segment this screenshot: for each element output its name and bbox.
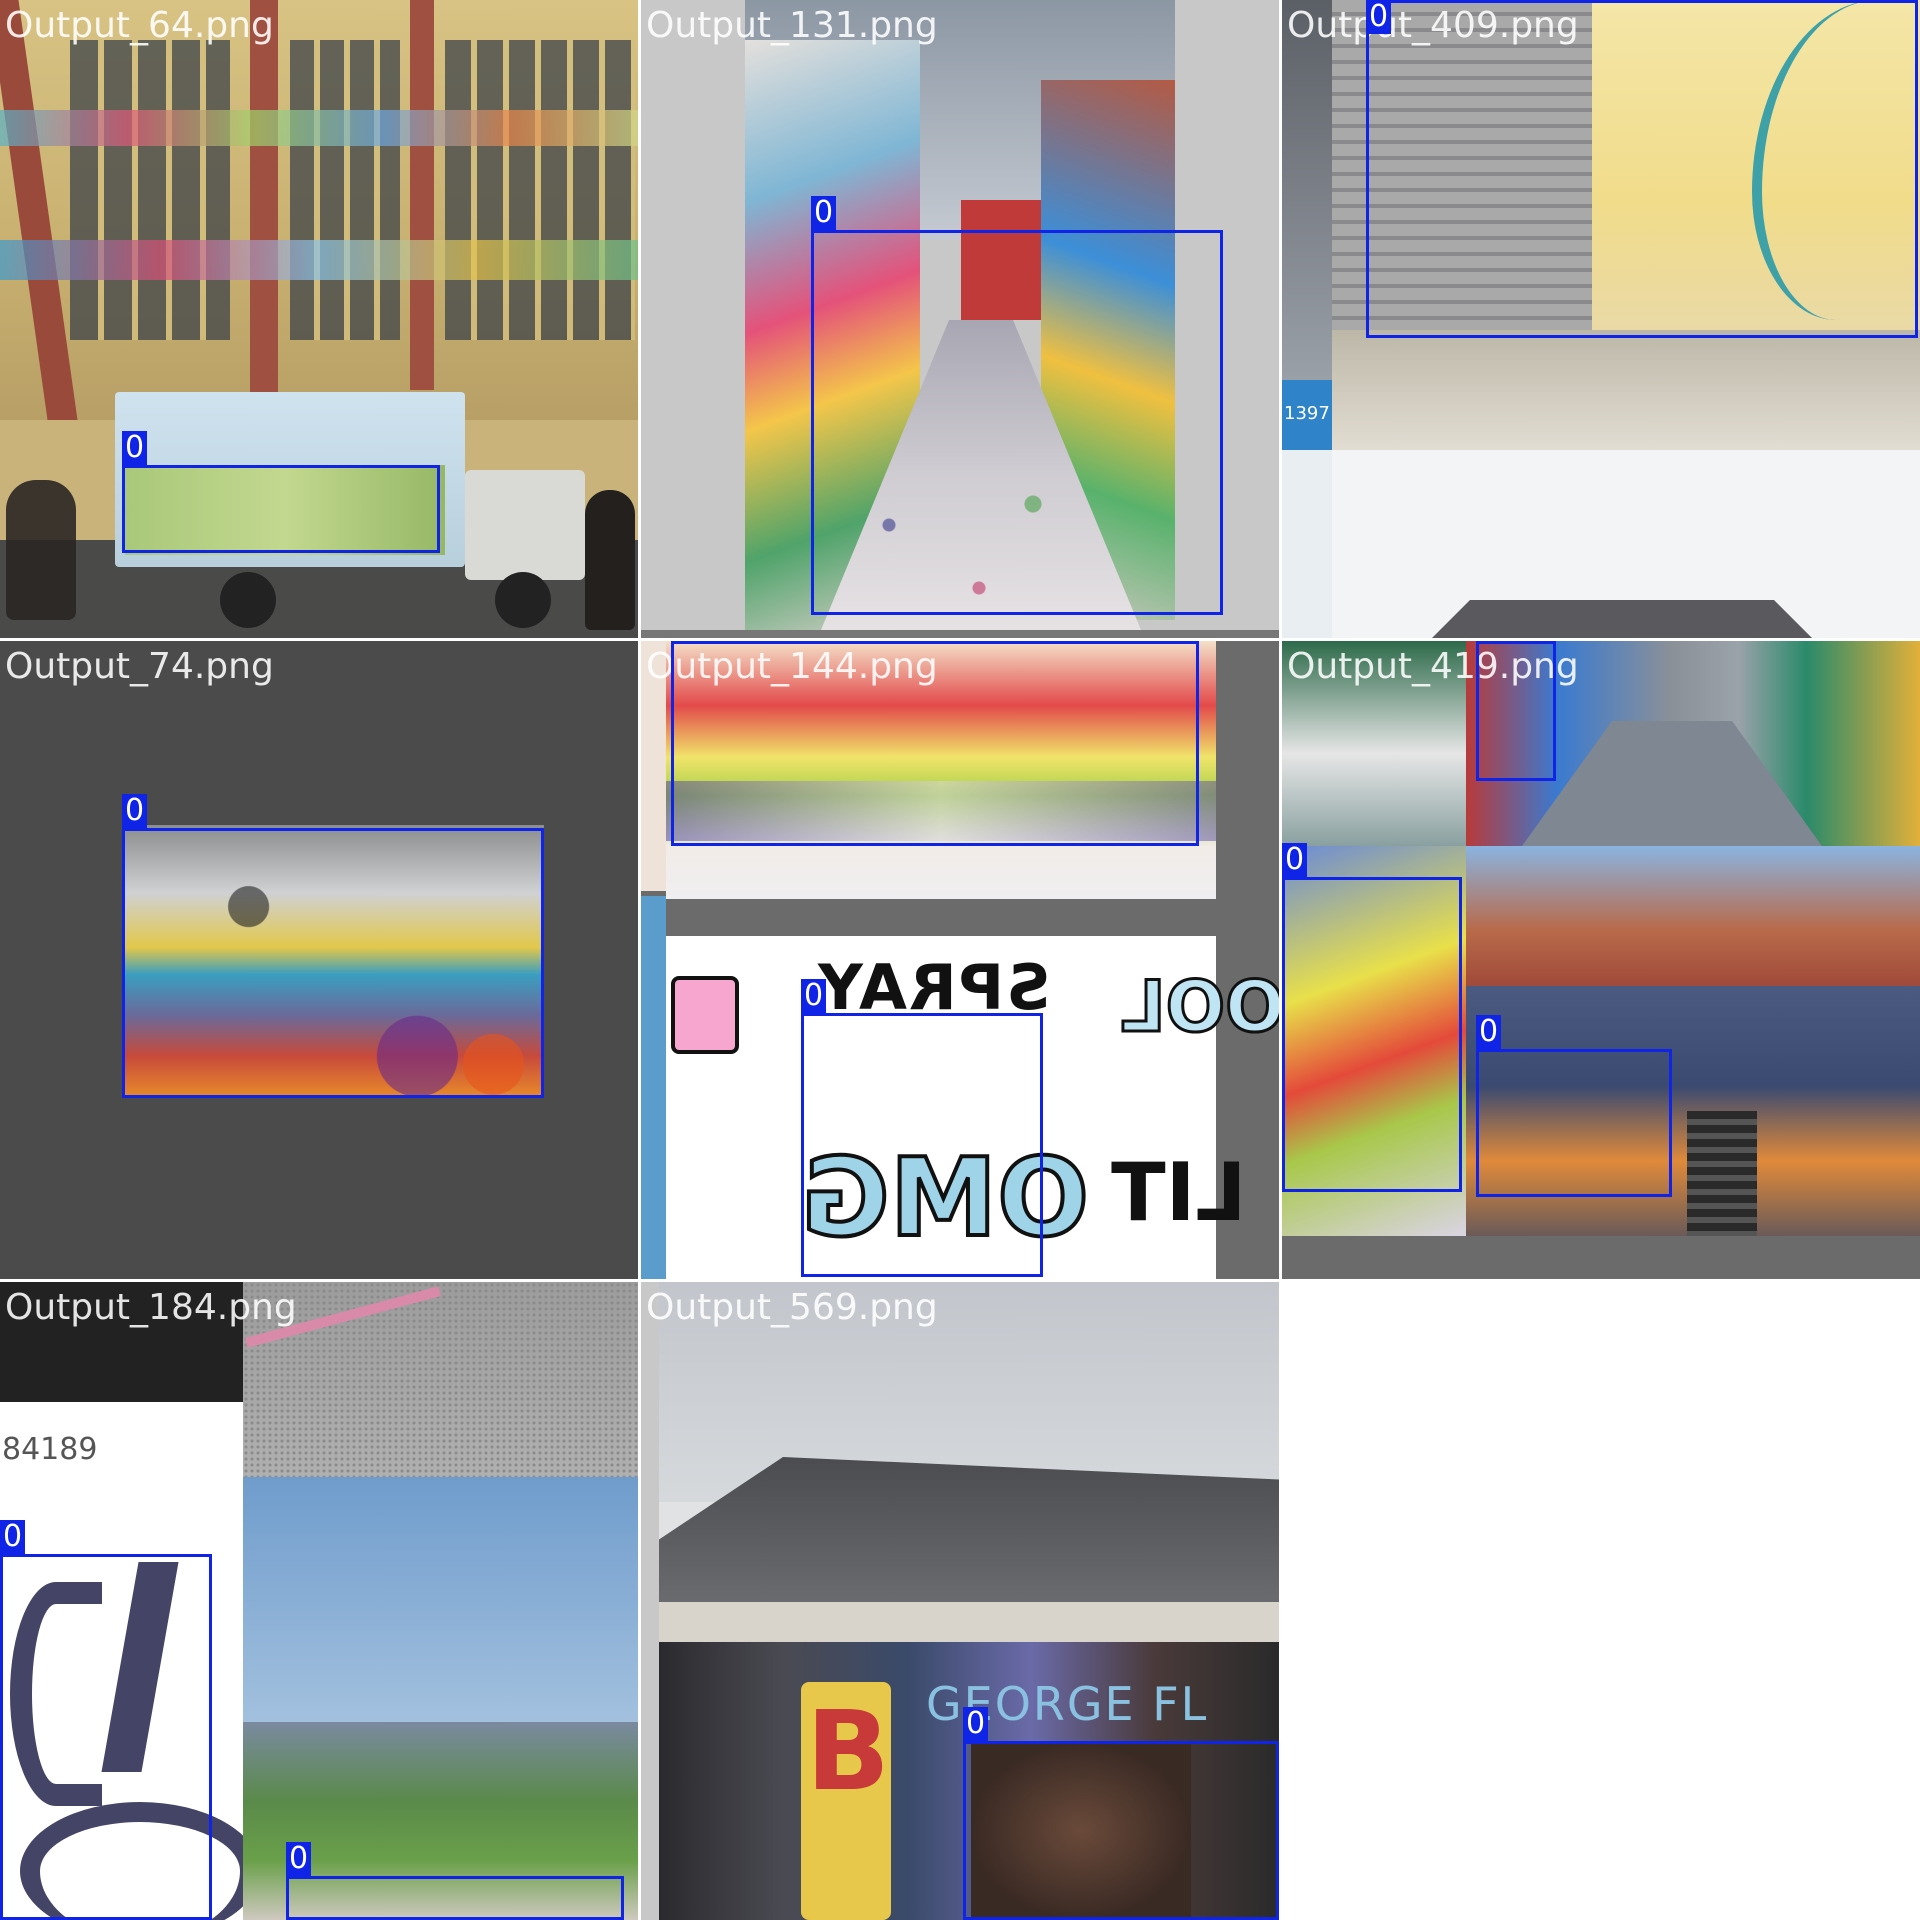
tile-output-74[interactable]: Output_74.png 0 xyxy=(0,641,638,1279)
filename-label: Output_569.png xyxy=(646,1287,938,1328)
blue-badge xyxy=(1282,380,1332,450)
empty-tile xyxy=(1282,1282,1920,1920)
sub-image-piece xyxy=(1282,846,1466,1236)
bounding-box[interactable] xyxy=(122,465,440,553)
truck-wheel xyxy=(495,572,551,628)
truck-graffiti xyxy=(125,465,445,555)
tile-output-64[interactable]: Output_64.png 0 xyxy=(0,0,638,638)
bounding-box[interactable] xyxy=(1366,0,1918,338)
class-label: 0 xyxy=(0,1520,26,1554)
shutter xyxy=(1332,0,1592,330)
number-text: 1397 xyxy=(1284,403,1330,424)
filename-label: Output_74.png xyxy=(5,646,274,687)
eave xyxy=(659,1602,1279,1642)
side-strip xyxy=(1282,0,1332,380)
graffiti-hill xyxy=(243,1722,638,1920)
graffiti-wall-detail xyxy=(122,825,544,1097)
sky-panel xyxy=(243,1477,638,1747)
class-label: 0 xyxy=(1476,1015,1502,1049)
graffiti-band xyxy=(0,110,638,146)
class-label: 0 xyxy=(286,1842,312,1876)
tile-output-131[interactable]: Output_131.png 0 xyxy=(641,0,1279,638)
graffiti-piece-shade xyxy=(666,781,1216,841)
class-label: 0 xyxy=(963,1707,989,1741)
bounding-box[interactable] xyxy=(286,1876,624,1920)
bounding-box[interactable] xyxy=(811,230,1223,615)
window-block xyxy=(70,40,230,340)
tile-output-184[interactable]: 84189 Output_184.png 0 0 xyxy=(0,1282,638,1920)
left-strip xyxy=(641,896,666,1279)
filename-label: Output_131.png xyxy=(646,5,938,46)
truck-cab xyxy=(465,470,585,580)
cyclist xyxy=(6,480,76,620)
left-bar xyxy=(641,1282,659,1920)
tile-output-409[interactable]: 1397 Output_409.png 0 xyxy=(1282,0,1920,638)
sky xyxy=(659,1282,1279,1502)
mural-panel xyxy=(801,1682,891,1920)
tile-output-569[interactable]: B GEORGE FL Output_569.png 0 xyxy=(641,1282,1279,1920)
class-label: 0 xyxy=(801,979,827,1013)
bounding-box[interactable] xyxy=(0,1554,212,1920)
class-label: 0 xyxy=(811,196,837,230)
tile-output-419[interactable]: Output_419.png 0 0 0 xyxy=(1282,641,1920,1279)
bounding-box[interactable] xyxy=(671,641,1199,846)
mural-face xyxy=(971,1742,1191,1920)
graffiti-piece xyxy=(666,641,1216,899)
mural-letter-b: B xyxy=(806,1687,890,1815)
art-word-cool: COOL xyxy=(1120,965,1280,1050)
class-label: 0 xyxy=(122,794,148,828)
truck-wheel xyxy=(220,572,276,628)
letter-sheet xyxy=(666,936,1216,1279)
pink-letter xyxy=(671,976,739,1054)
class-label: 0 xyxy=(122,431,148,465)
class-label: 0 xyxy=(1282,843,1308,877)
window-block xyxy=(290,40,400,340)
bounding-box[interactable] xyxy=(1476,1049,1672,1197)
alley-floor-tags xyxy=(781,420,1141,630)
bounding-box[interactable] xyxy=(1476,641,1556,781)
cyclist xyxy=(585,490,635,630)
stairs xyxy=(1687,1111,1757,1236)
ground-strip xyxy=(641,630,1279,638)
building-pillar xyxy=(250,0,278,400)
filename-label: Output_409.png xyxy=(1287,5,1579,46)
bounding-box[interactable] xyxy=(122,828,544,1098)
class-label: 0 xyxy=(1366,0,1392,34)
bounding-box[interactable] xyxy=(801,1013,1043,1277)
gravel-panel xyxy=(243,1282,638,1477)
left-strip xyxy=(641,641,666,891)
window-block xyxy=(445,40,635,340)
number-text: 84189 xyxy=(2,1432,98,1467)
sub-image-wall xyxy=(1282,641,1466,846)
dark-band xyxy=(0,1282,243,1402)
red-building xyxy=(961,200,1041,320)
sub-image-city xyxy=(1466,846,1920,986)
filename-label: Output_419.png xyxy=(1287,646,1579,687)
bounding-box[interactable] xyxy=(1282,877,1462,1192)
roof xyxy=(659,1457,1279,1607)
number-strip xyxy=(0,1402,243,1482)
tile-output-144[interactable]: SPRAY OMG COOL LIT Output_144.png 0 0 xyxy=(641,641,1279,1279)
building-pillar xyxy=(410,0,434,390)
filename-label: Output_184.png xyxy=(5,1287,297,1328)
filename-label: Output_64.png xyxy=(5,5,274,46)
art-word-lit: LIT xyxy=(1111,1146,1247,1239)
roof xyxy=(1432,600,1812,638)
bounding-box[interactable] xyxy=(963,1741,1279,1920)
graffiti-curve xyxy=(1752,0,1920,320)
graffiti-band xyxy=(0,240,638,280)
sidewalk xyxy=(1332,330,1920,450)
filename-label: Output_144.png xyxy=(646,646,938,687)
